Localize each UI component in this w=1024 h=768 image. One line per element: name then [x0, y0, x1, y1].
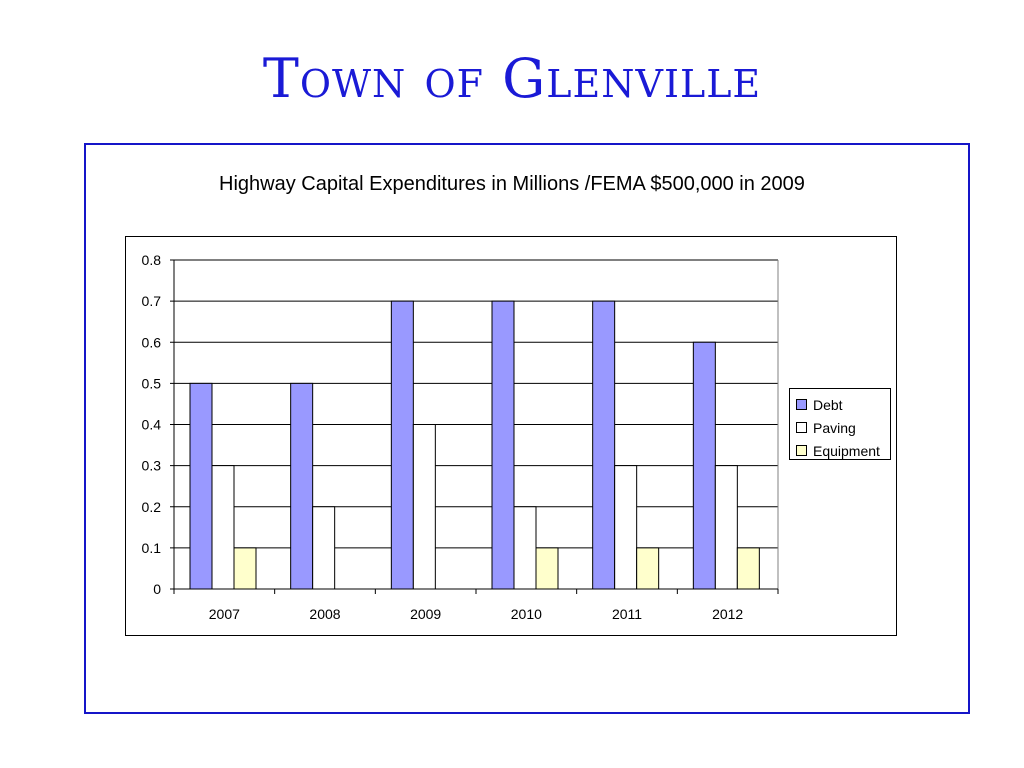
- bar-debt-2011: [592, 300, 616, 590]
- bar-equipment-2011: [636, 547, 660, 590]
- bar-equipment-2007: [233, 547, 257, 590]
- x-tick-label: 2007: [209, 606, 240, 622]
- chart-legend: Debt Paving Equipment: [789, 388, 891, 460]
- bar-paving-2012: [714, 465, 738, 590]
- y-tick-label: 0: [153, 581, 161, 597]
- y-tick-label: 0.7: [142, 293, 162, 309]
- y-tick-label: 0.3: [142, 458, 162, 474]
- bar-debt-2012: [692, 341, 716, 590]
- legend-label-paving: Paving: [813, 419, 856, 436]
- bar-paving-2008: [312, 506, 336, 590]
- legend-item-paving: Paving: [796, 416, 890, 439]
- bar-debt-2009: [390, 300, 414, 590]
- bar-debt-2008: [290, 382, 314, 590]
- y-tick-label: 0.6: [142, 334, 162, 350]
- bar-debt-2010: [491, 300, 515, 590]
- legend-label-debt: Debt: [813, 396, 843, 413]
- bar-equipment-2010: [535, 547, 559, 590]
- legend-swatch-debt: [796, 399, 807, 410]
- slide-content-frame: [84, 143, 970, 714]
- y-tick-label: 0.4: [142, 417, 162, 433]
- bar-paving-2007: [211, 465, 235, 590]
- bar-paving-2009: [412, 424, 436, 590]
- x-tick-label: 2010: [511, 606, 542, 622]
- bar-equipment-2012: [736, 547, 760, 590]
- bar-debt-2007: [189, 382, 213, 590]
- x-tick-label: 2012: [712, 606, 743, 622]
- legend-label-equipment: Equipment: [813, 442, 880, 459]
- bar-paving-2010: [513, 506, 537, 590]
- legend-swatch-paving: [796, 422, 807, 433]
- y-tick-label: 0.2: [142, 499, 162, 515]
- y-tick-label: 0.1: [142, 540, 162, 556]
- chart-title: Highway Capital Expenditures in Millions…: [219, 173, 805, 195]
- bar-paving-2011: [614, 465, 638, 590]
- legend-swatch-equipment: [796, 445, 807, 456]
- y-tick-label: 0.8: [142, 252, 162, 268]
- chart-area: [125, 236, 897, 636]
- y-tick-label: 0.5: [142, 375, 162, 391]
- x-tick-label: 2011: [612, 606, 642, 622]
- legend-item-debt: Debt: [796, 393, 890, 416]
- slide-title: Town of Glenville: [262, 47, 762, 110]
- x-tick-label: 2009: [410, 606, 441, 622]
- legend-item-equipment: Equipment: [796, 439, 890, 462]
- x-tick-label: 2008: [309, 606, 340, 622]
